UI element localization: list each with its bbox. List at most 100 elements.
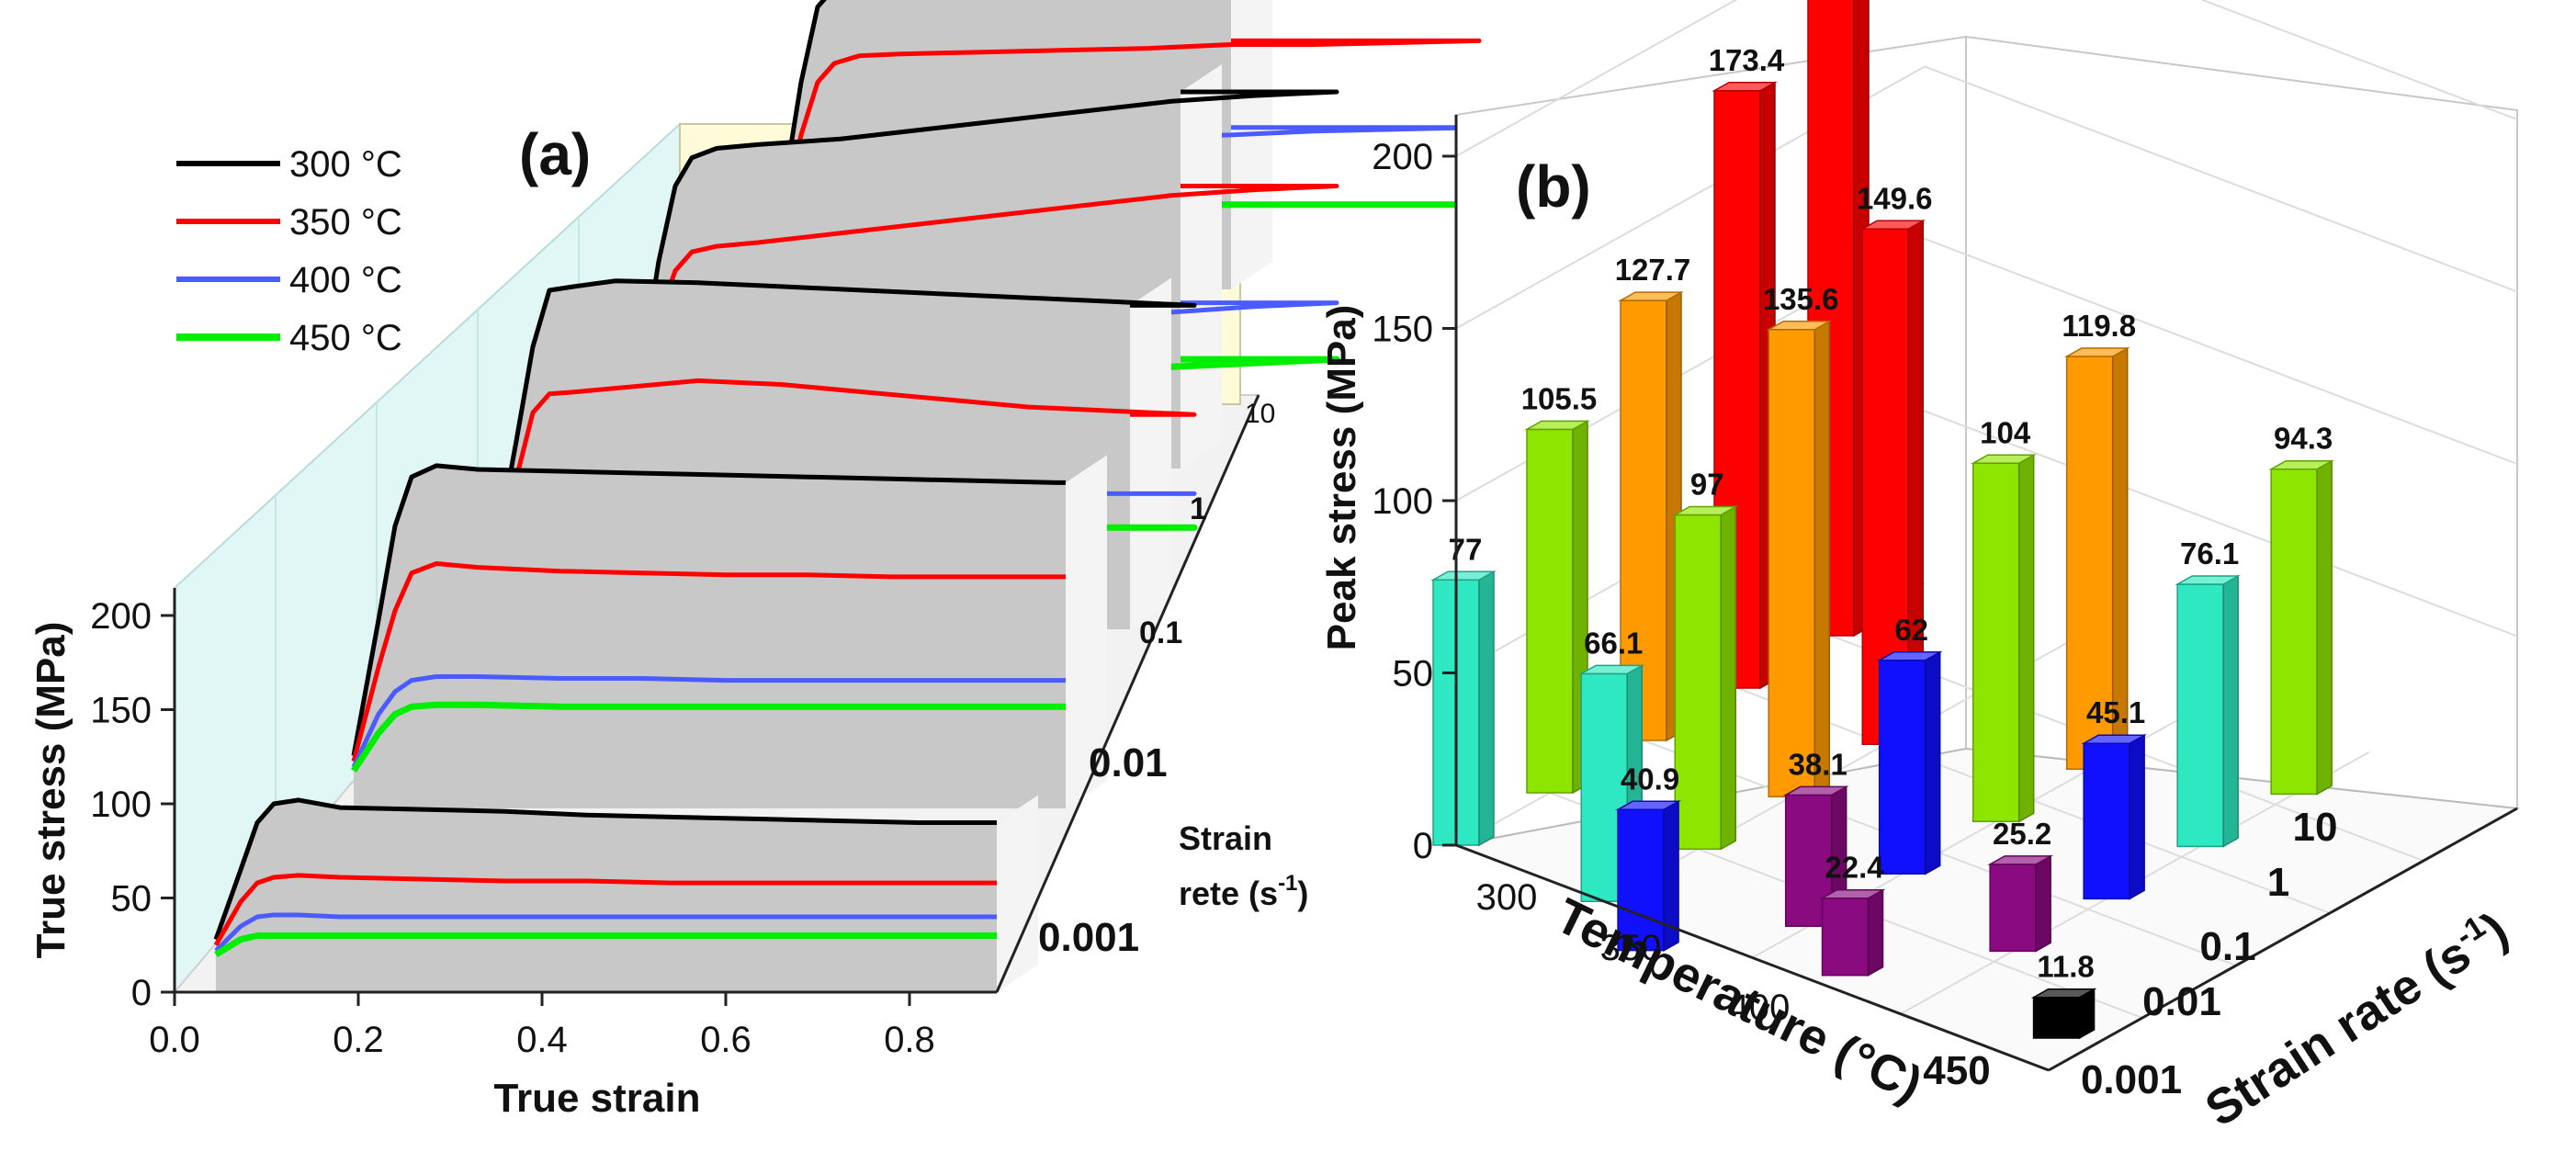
curve-350C-rate-0.001: [213, 873, 997, 946]
bar: 62: [1876, 613, 1943, 875]
bar-value-label: 149.6: [1857, 181, 1933, 215]
bar-top-face: [1712, 82, 1778, 92]
a-ztick-label: 0.001: [1038, 915, 1139, 960]
bar-top-face: [2063, 347, 2130, 357]
bar-value-label: 127.7: [1615, 253, 1691, 287]
curve-400C-rate-0.001: [214, 912, 997, 953]
slice-fill-0.001: [216, 799, 997, 992]
bar: 135.6: [1763, 282, 1839, 798]
panel-a-zlabel-line2: rete (s-1): [1179, 871, 1308, 912]
bar-value-label: 11.8: [2037, 950, 2094, 984]
bar: 149.6: [1857, 181, 1933, 746]
b-temperature-tick: 400: [1729, 988, 1791, 1028]
bar-front-face: [2176, 583, 2224, 848]
curve-350C-rate-0.01: [351, 561, 1066, 762]
a-ytick-label: 100: [90, 785, 152, 825]
bar: 22.4: [1819, 851, 1886, 977]
slice-rate-0.001: [213, 795, 1038, 992]
bar-side-face: [2316, 459, 2333, 796]
bar-top-face: [1615, 800, 1681, 811]
bar-value-label: 105.5: [1521, 381, 1598, 415]
bar-front-face: [2083, 742, 2130, 900]
panel-a-xlabel: True strain: [494, 1076, 701, 1121]
panel-a-3d-stress-strain: 0.0 0.2 0.4 0.6 0.80501001502000.0010.010.11…: [28, 0, 1483, 1121]
legend-entry: 300 °C: [289, 144, 402, 185]
bar-front-face: [1972, 462, 2020, 823]
curve-350C-rate-10: [774, 38, 1482, 243]
bar: 97: [1672, 468, 1739, 851]
bar-top-face: [1970, 454, 2037, 465]
a-xtick-label: 0.0: [149, 1020, 200, 1060]
bar-value-label: 38.1: [1789, 747, 1847, 781]
panel-b-zlabel: Peak stress (MPa): [1319, 305, 1364, 651]
slice-side-0.01: [1066, 455, 1107, 808]
bar-top-face: [2175, 575, 2242, 585]
a-ztick-label: 0.1: [1139, 615, 1182, 650]
a-ztick-label: 1: [1190, 491, 1207, 526]
b-strain-rate-tick: 10: [2293, 805, 2338, 850]
bar-front-face: [1674, 514, 1722, 850]
bar-side-face: [2017, 454, 2035, 823]
bar-top-face: [2081, 734, 2148, 744]
bar: 25.2: [1987, 817, 2054, 953]
panel-b-axes: 0 50 100 150 200 300 350 400 450 0.001 0.01 0.1 110: [1372, 115, 2518, 1102]
curve-300C-rate-0.1: [489, 278, 1197, 578]
curve-350C-rate-1: [631, 184, 1339, 423]
bar-top-face: [1578, 664, 1645, 675]
bar-top-face: [1987, 855, 2054, 865]
bar-top-face: [1782, 785, 1849, 796]
bar-side-face: [1924, 650, 1941, 875]
bar-front-face: [2032, 996, 2081, 1039]
bar-value-label: 40.9: [1621, 762, 1679, 796]
bar-side-face: [1478, 570, 1495, 847]
a-xtick-label: 0.8: [884, 1020, 935, 1060]
bar-front-face: [1878, 660, 1926, 875]
slice-fill-0.01: [354, 465, 1066, 808]
bar-front-face: [1526, 428, 1574, 794]
a-ztick-label: 10: [1245, 399, 1275, 429]
b-strain-rate-tick: 1: [2267, 860, 2289, 905]
bar-top-face: [1876, 651, 1943, 661]
slice-side-0.1: [1130, 277, 1171, 629]
bar-side-face: [2129, 733, 2145, 900]
b-ztick-label: 100: [1372, 481, 1433, 522]
bar-side-face: [1867, 888, 1884, 977]
bar: 40.9: [1615, 762, 1681, 952]
bar-side-face: [2222, 574, 2239, 848]
panel-a-ylabel: True stress (MPa): [28, 622, 73, 959]
bar-value-label: 119.8: [2062, 309, 2136, 343]
legend-entry: 400 °C: [289, 260, 402, 300]
panel-a-zlabel-line1: Strain: [1179, 819, 1272, 857]
bar-value-label: 104: [1980, 415, 2031, 449]
bar: 94.3: [2268, 422, 2335, 796]
a-ytick-label: 150: [90, 691, 152, 731]
legend-entry: 350 °C: [289, 202, 402, 243]
panel-a-label: (a): [519, 121, 591, 187]
b-ztick-label: 0: [1413, 826, 1433, 866]
a-ytick-label: 0: [131, 973, 152, 1013]
curve-350C-rate-0.1: [489, 378, 1197, 583]
bar-value-label: 97: [1690, 468, 1724, 502]
bar-front-face: [1821, 897, 1870, 977]
bar-top-face: [1672, 505, 1739, 516]
bar: 11.8: [2030, 950, 2097, 1040]
bar-value-label: 22.4: [1825, 851, 1884, 885]
curve-300C-rate-1: [631, 89, 1339, 416]
bar-side-face: [1813, 320, 1830, 798]
slice-side-1: [1181, 64, 1222, 469]
bar-side-face: [1720, 505, 1736, 851]
a-ytick-label: 50: [111, 879, 153, 920]
bar: 104: [1970, 415, 2037, 823]
slice-rate-0.01: [351, 455, 1107, 808]
bar-top-face: [1618, 291, 1684, 301]
bar-top-face: [1859, 220, 1926, 230]
bar-value-label: 45.1: [2086, 695, 2145, 729]
bar: 45.1: [2081, 695, 2148, 900]
bar-value-label: 94.3: [2274, 422, 2333, 456]
bar-side-face: [2035, 854, 2051, 953]
b-ztick-label: 150: [1372, 310, 1433, 350]
bar-front-face: [1768, 329, 1815, 797]
slice-side-0.001: [997, 795, 1038, 992]
b-ztick-label: 200: [1372, 137, 1433, 177]
